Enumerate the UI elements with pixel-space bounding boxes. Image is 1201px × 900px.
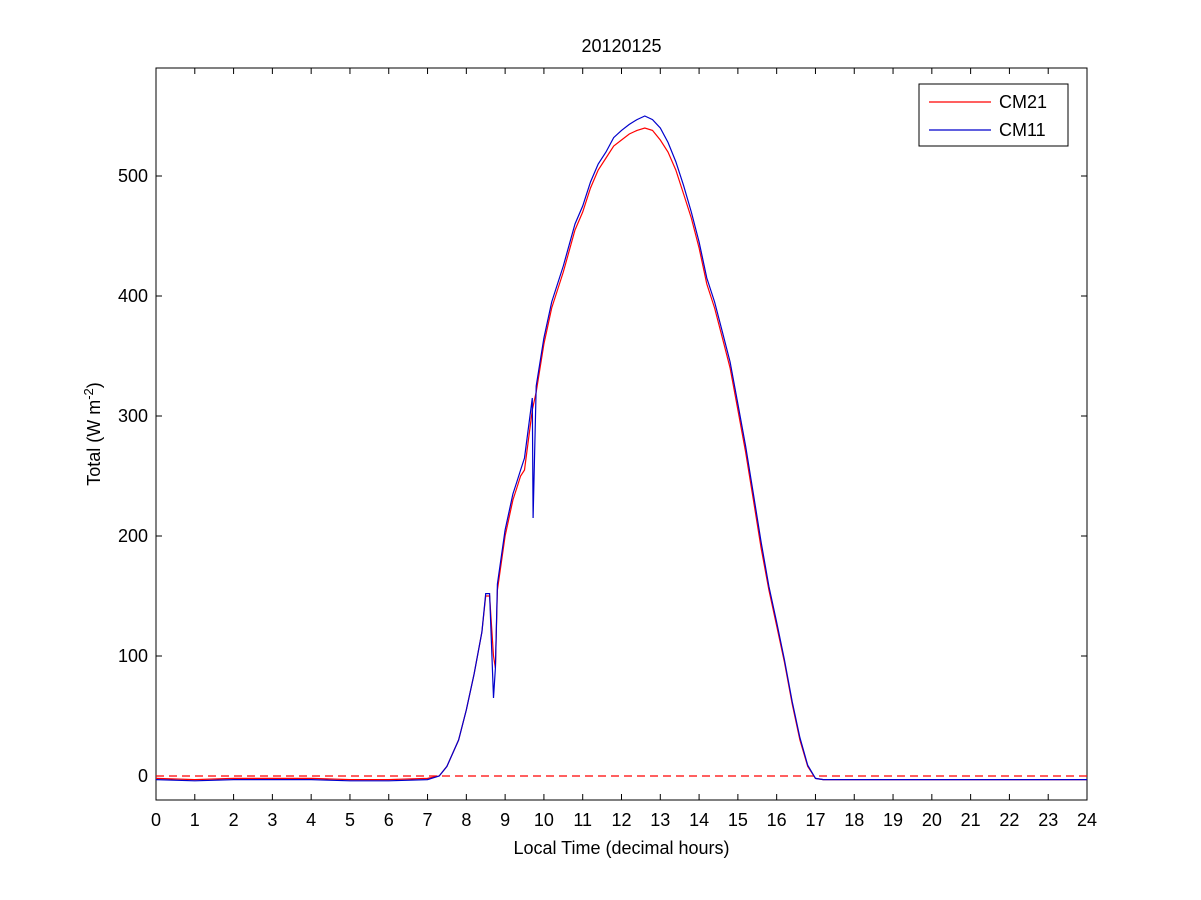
y-tick-label: 300 bbox=[118, 406, 148, 426]
legend-box bbox=[918, 83, 1069, 147]
x-tick-label: 23 bbox=[1038, 810, 1058, 830]
series-layer bbox=[155, 115, 1087, 782]
x-axis-label: Local Time (decimal hours) bbox=[513, 838, 729, 858]
x-tick-label: 3 bbox=[267, 810, 277, 830]
x-tick-label: 8 bbox=[461, 810, 471, 830]
y-axis-label-main: Total (W m bbox=[84, 400, 104, 486]
x-tick-label: 21 bbox=[961, 810, 981, 830]
plot-area bbox=[155, 67, 1088, 801]
x-tick-label: 17 bbox=[805, 810, 825, 830]
x-axis: 0 1 2 3 4 5 6 7 8 9 10 11 12 13 14 15 16 17 18 19 20 21 22 23 24 bbox=[151, 68, 1097, 830]
y-axis: 0 100 200 300 400 500 bbox=[118, 166, 1087, 786]
x-tick-label: 24 bbox=[1077, 810, 1097, 830]
x-tick-label: 14 bbox=[689, 810, 709, 830]
y-tick-label: 400 bbox=[118, 286, 148, 306]
x-tick-label: 1 bbox=[190, 810, 200, 830]
x-tick-label: 5 bbox=[345, 810, 355, 830]
y-axis-label: Total (W m-2) bbox=[81, 382, 105, 486]
x-tick-label: 13 bbox=[650, 810, 670, 830]
x-tick-label: 0 bbox=[151, 810, 161, 830]
legend-label-cm11: CM11 bbox=[999, 120, 1046, 140]
x-tick-label: 2 bbox=[229, 810, 239, 830]
x-tick-label: 10 bbox=[534, 810, 554, 830]
y-tick-label: 500 bbox=[118, 166, 148, 186]
y-axis-label-close: ) bbox=[84, 382, 104, 388]
x-tick-label: 20 bbox=[922, 810, 942, 830]
y-axis-label-superscript: -2 bbox=[81, 388, 96, 400]
x-tick-label: 15 bbox=[728, 810, 748, 830]
x-tick-label: 22 bbox=[999, 810, 1019, 830]
x-tick-label: 9 bbox=[500, 810, 510, 830]
y-tick-label: 0 bbox=[138, 766, 148, 786]
legend: CM21 CM11 bbox=[918, 83, 1069, 147]
x-tick-label: 19 bbox=[883, 810, 903, 830]
x-tick-label: 6 bbox=[384, 810, 394, 830]
x-tick-label: 12 bbox=[611, 810, 631, 830]
chart-title: 20120125 bbox=[581, 36, 661, 56]
x-tick-label: 18 bbox=[844, 810, 864, 830]
x-tick-label: 11 bbox=[573, 810, 592, 830]
legend-label-cm21: CM21 bbox=[999, 92, 1047, 112]
x-tick-label: 4 bbox=[306, 810, 316, 830]
x-tick-label: 16 bbox=[767, 810, 787, 830]
y-tick-label: 200 bbox=[118, 526, 148, 546]
series-line-cm11 bbox=[155, 115, 1087, 782]
y-tick-label: 100 bbox=[118, 646, 148, 666]
x-tick-label: 7 bbox=[423, 810, 433, 830]
